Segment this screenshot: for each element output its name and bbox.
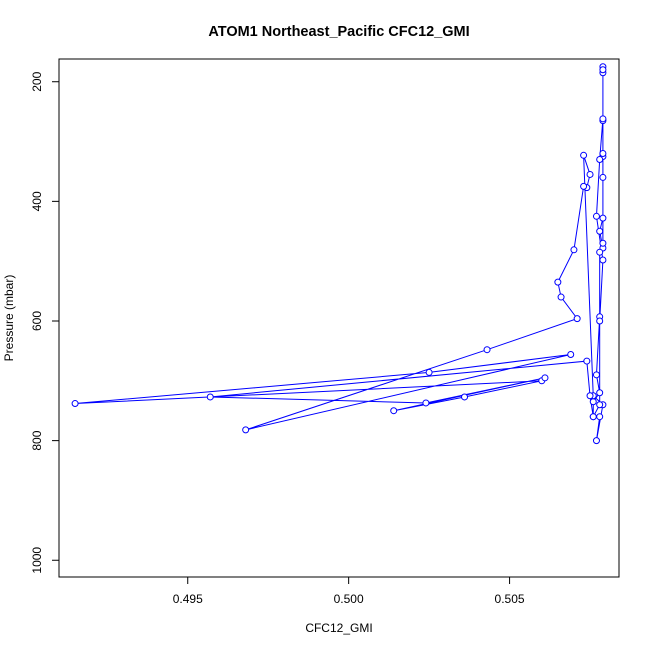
data-point (554, 278, 562, 286)
y-tick-label: 200 (30, 71, 44, 91)
data-point (596, 401, 604, 409)
x-axis-label: CFC12_GMI (305, 621, 372, 635)
data-point (589, 398, 597, 406)
data-point (71, 400, 79, 408)
y-tick-label: 800 (30, 430, 44, 450)
y-axis: 200 400 600 800 1000 (30, 71, 59, 574)
data-point (206, 393, 214, 401)
data-point (242, 426, 250, 434)
x-axis: 0.495 0.500 0.505 (173, 577, 525, 606)
data-point (599, 214, 607, 222)
data-point (461, 393, 469, 401)
data-point (557, 293, 565, 301)
y-axis-label: Pressure (mbar) (2, 275, 16, 362)
data-point (483, 346, 491, 354)
data-point (596, 248, 604, 256)
data-point (599, 256, 607, 264)
data-point (599, 239, 607, 247)
x-tick-label: 0.495 (173, 592, 203, 606)
data-point (596, 389, 604, 397)
series-group (71, 63, 607, 445)
data-point (599, 66, 607, 74)
data-point (589, 413, 597, 421)
y-tick-label: 600 (30, 311, 44, 331)
data-point (599, 173, 607, 181)
data-point (596, 317, 604, 325)
data-point (390, 407, 398, 415)
data-point (599, 115, 607, 123)
data-point (541, 374, 549, 382)
data-point (586, 170, 594, 178)
plot-frame (58, 58, 620, 578)
data-point (586, 392, 594, 400)
data-point (583, 357, 591, 365)
data-point (596, 227, 604, 235)
chart-title: ATOM1 Northeast_Pacific CFC12_GMI (208, 24, 469, 40)
data-point (592, 371, 600, 379)
data-point (422, 399, 430, 407)
series-line (75, 66, 604, 441)
data-point (596, 155, 604, 163)
data-point (580, 151, 588, 159)
data-point (425, 368, 433, 376)
x-tick-label: 0.500 (334, 592, 364, 606)
data-point (592, 437, 600, 445)
data-point (573, 315, 581, 323)
data-point (580, 182, 588, 190)
y-tick-label: 400 (30, 191, 44, 211)
x-tick-label: 0.505 (495, 592, 525, 606)
data-point (599, 150, 607, 158)
data-point (567, 350, 575, 358)
data-point (570, 246, 578, 254)
y-tick-label: 1000 (30, 547, 44, 574)
data-point (596, 413, 604, 421)
data-point (592, 212, 600, 220)
